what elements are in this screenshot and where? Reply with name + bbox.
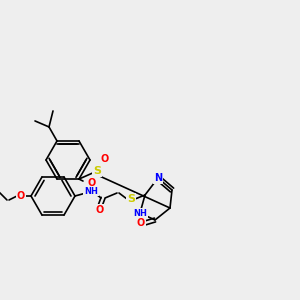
Text: S: S [93,166,101,176]
Text: O: O [17,191,25,201]
Text: N: N [154,173,162,183]
Text: S: S [127,194,135,204]
Text: O: O [137,218,145,228]
Text: O: O [96,205,104,215]
Text: NH: NH [84,187,98,196]
Text: O: O [88,178,96,188]
Text: NH: NH [133,208,147,217]
Text: O: O [101,154,109,164]
